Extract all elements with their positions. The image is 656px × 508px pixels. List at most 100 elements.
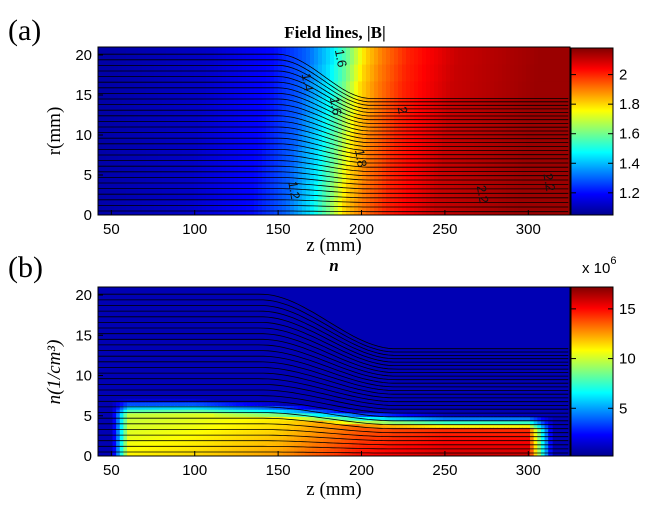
field-cell	[326, 47, 331, 65]
density-cell	[188, 452, 194, 456]
density-cell	[275, 441, 281, 446]
density-cell	[294, 452, 299, 456]
field-cell	[534, 131, 539, 149]
density-cell	[170, 408, 176, 414]
field-cell	[554, 47, 559, 65]
density-cell	[123, 383, 128, 388]
density-cell	[435, 401, 441, 407]
density-cell	[137, 408, 143, 414]
density-cell	[275, 408, 281, 414]
field-cell	[130, 114, 135, 132]
density-cell	[475, 408, 481, 414]
field-cell	[342, 131, 347, 149]
y-tick-label: 5	[84, 408, 92, 425]
density-cell	[417, 408, 422, 414]
density-cell	[381, 405, 386, 410]
density-cell	[471, 448, 477, 454]
field-cell	[190, 63, 195, 82]
density-cell	[225, 412, 230, 417]
density-cell	[486, 423, 491, 428]
density-cell	[363, 448, 368, 454]
density-cell	[504, 398, 510, 403]
density-cell	[159, 448, 165, 454]
field-cell	[114, 63, 119, 82]
density-cell	[268, 383, 274, 388]
field-cell	[526, 181, 531, 199]
density-cell	[421, 452, 426, 456]
field-cell	[418, 63, 423, 82]
field-cell	[474, 131, 479, 149]
density-cell	[381, 416, 386, 421]
field-cell	[222, 63, 227, 82]
field-cell	[170, 181, 175, 199]
field-cell	[278, 97, 283, 115]
field-cell	[442, 131, 447, 149]
density-cell	[479, 437, 484, 443]
density-cell	[341, 445, 346, 450]
density-cell	[308, 419, 314, 425]
density-cell	[228, 401, 234, 407]
density-cell	[145, 405, 150, 410]
field-cell	[138, 114, 143, 132]
density-cell	[156, 387, 161, 392]
density-cell	[344, 394, 350, 399]
density-cell	[493, 412, 499, 417]
field-cell	[262, 164, 267, 183]
density-cell	[468, 423, 473, 428]
density-cell	[504, 401, 510, 407]
density-cell	[373, 427, 379, 432]
field-line	[98, 367, 569, 395]
density-cell	[497, 398, 502, 403]
field-cell	[130, 131, 135, 149]
density-cell	[432, 383, 437, 388]
density-cell	[373, 408, 379, 414]
density-cell	[334, 401, 339, 407]
density-cell	[152, 412, 157, 417]
density-cell	[526, 416, 531, 421]
density-cell	[163, 408, 168, 414]
field-cell	[206, 47, 211, 65]
density-cell	[377, 423, 382, 428]
density-cell	[377, 416, 382, 421]
density-cell	[174, 434, 179, 439]
field-line	[98, 327, 569, 370]
field-cell	[146, 47, 151, 65]
density-cell	[352, 423, 357, 428]
contour-label: 1.6	[327, 96, 345, 116]
field-cell	[474, 47, 479, 65]
density-cell	[159, 434, 165, 439]
panel-label-a: (a)	[8, 14, 41, 47]
density-cell	[341, 437, 346, 443]
field-cell	[222, 181, 227, 199]
density-cell	[508, 390, 513, 396]
field-cell	[442, 147, 447, 166]
field-cell	[262, 97, 267, 115]
field-cell	[138, 181, 143, 199]
field-cell	[286, 198, 291, 215]
density-cell	[461, 423, 466, 428]
density-cell	[504, 383, 510, 388]
density-cell	[250, 383, 255, 388]
density-cell	[308, 390, 314, 396]
density-cell	[344, 416, 350, 421]
density-cell	[323, 423, 328, 428]
field-cell	[482, 97, 487, 115]
density-cell	[177, 437, 183, 443]
density-cell	[413, 401, 419, 407]
density-cell	[166, 405, 172, 410]
field-cell	[230, 198, 235, 215]
density-cell	[461, 441, 466, 446]
field-cell	[290, 131, 295, 149]
density-cell	[424, 394, 430, 399]
density-cell	[511, 401, 517, 407]
density-cell	[428, 427, 433, 432]
density-cell	[413, 390, 419, 396]
density-cell	[177, 383, 183, 388]
field-cell	[222, 131, 227, 149]
density-cell	[522, 448, 528, 454]
density-cell	[239, 412, 245, 417]
field-cell	[398, 164, 403, 183]
density-cell	[417, 387, 422, 392]
density-cell	[308, 430, 314, 436]
density-cell	[501, 394, 506, 399]
